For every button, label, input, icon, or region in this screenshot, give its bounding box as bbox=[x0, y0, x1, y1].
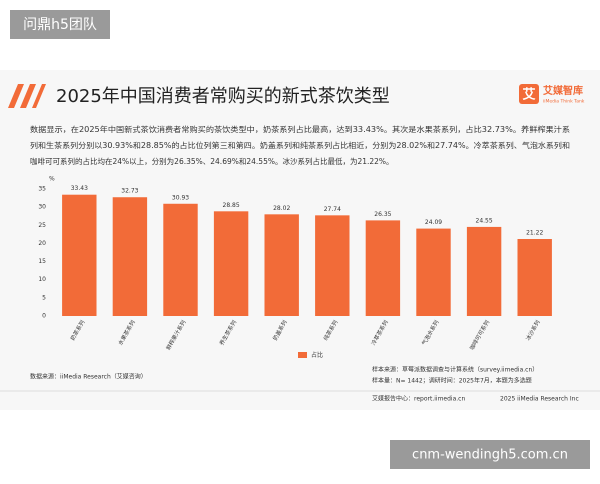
value-label: 24.09 bbox=[425, 219, 442, 226]
deco bbox=[8, 84, 24, 108]
bar bbox=[517, 239, 552, 316]
y-tick-label: 5 bbox=[42, 294, 46, 301]
value-label: 30.93 bbox=[172, 194, 189, 201]
y-tick-label: 10 bbox=[38, 276, 46, 283]
y-unit: % bbox=[49, 176, 55, 183]
y-tick-label: 35 bbox=[38, 186, 46, 193]
bar bbox=[264, 214, 299, 316]
bar bbox=[112, 197, 148, 316]
y-tick-label: 30 bbox=[38, 204, 46, 211]
logo-subtitle: iiMedia Think Tank bbox=[543, 99, 585, 105]
watermark: 问鼎h5团队 bbox=[23, 17, 97, 33]
y-tick-label: 20 bbox=[38, 240, 46, 247]
y-tick-label: 25 bbox=[38, 222, 46, 229]
bar bbox=[416, 228, 451, 316]
bar bbox=[213, 211, 249, 316]
deco bbox=[32, 84, 46, 108]
value-label: 21.22 bbox=[526, 230, 543, 237]
bar bbox=[365, 220, 401, 316]
description: 列和生茶系列分别以30.93%和28.85%的占比位列第三和第四。奶盖系列和纯茶… bbox=[30, 140, 570, 150]
sample-size: 样本量：N= 1442；调研时间：2025年7月，本题为多选题 bbox=[372, 377, 532, 385]
watermark-box bbox=[10, 10, 110, 39]
logo-icon bbox=[519, 84, 539, 104]
bar bbox=[62, 194, 97, 316]
bar bbox=[163, 203, 198, 316]
bar bbox=[466, 226, 502, 316]
y-tick-label: 15 bbox=[38, 258, 46, 265]
legend-label: 占比 bbox=[311, 351, 323, 359]
value-label: 33.43 bbox=[71, 185, 88, 192]
value-label: 24.55 bbox=[476, 217, 493, 224]
deco bbox=[20, 84, 36, 108]
value-label: 32.73 bbox=[121, 188, 138, 195]
chart-title: 2025年中国消费者常购买的新式茶饮类型 bbox=[56, 86, 390, 107]
logo-name: 艾媒智库 bbox=[543, 84, 583, 97]
y-tick-label: 0 bbox=[42, 313, 46, 320]
watermark-box bbox=[390, 440, 590, 469]
bar bbox=[315, 215, 350, 316]
logo-icon-text: 艾 bbox=[522, 87, 535, 103]
value-label: 27.74 bbox=[324, 206, 341, 213]
value-label: 28.02 bbox=[273, 205, 290, 212]
value-label: 28.85 bbox=[223, 202, 240, 209]
description: 数据显示，在2025年中国新式茶饮消费者常购买的茶饮类型中，奶茶系列占比最高，达… bbox=[30, 124, 571, 134]
sample-source: 样本来源：草莓派数据调查与计算系统（survey.iimedia.cn） bbox=[372, 366, 538, 374]
footer: 2025 iiMedia Research Inc bbox=[500, 396, 579, 403]
footer: 艾媒报告中心：report.iimedia.cn bbox=[372, 395, 465, 403]
legend-swatch bbox=[298, 352, 307, 358]
watermark: cnm-wendingh5.com.cn bbox=[412, 448, 568, 463]
description: 咖啡可可系列的占比均在24%以上，分别为26.35%、24.69%和24.55%… bbox=[30, 156, 394, 166]
value-label: 26.35 bbox=[374, 211, 391, 218]
source: 数据来源：iiMedia Research（艾媒咨询） bbox=[30, 373, 147, 381]
